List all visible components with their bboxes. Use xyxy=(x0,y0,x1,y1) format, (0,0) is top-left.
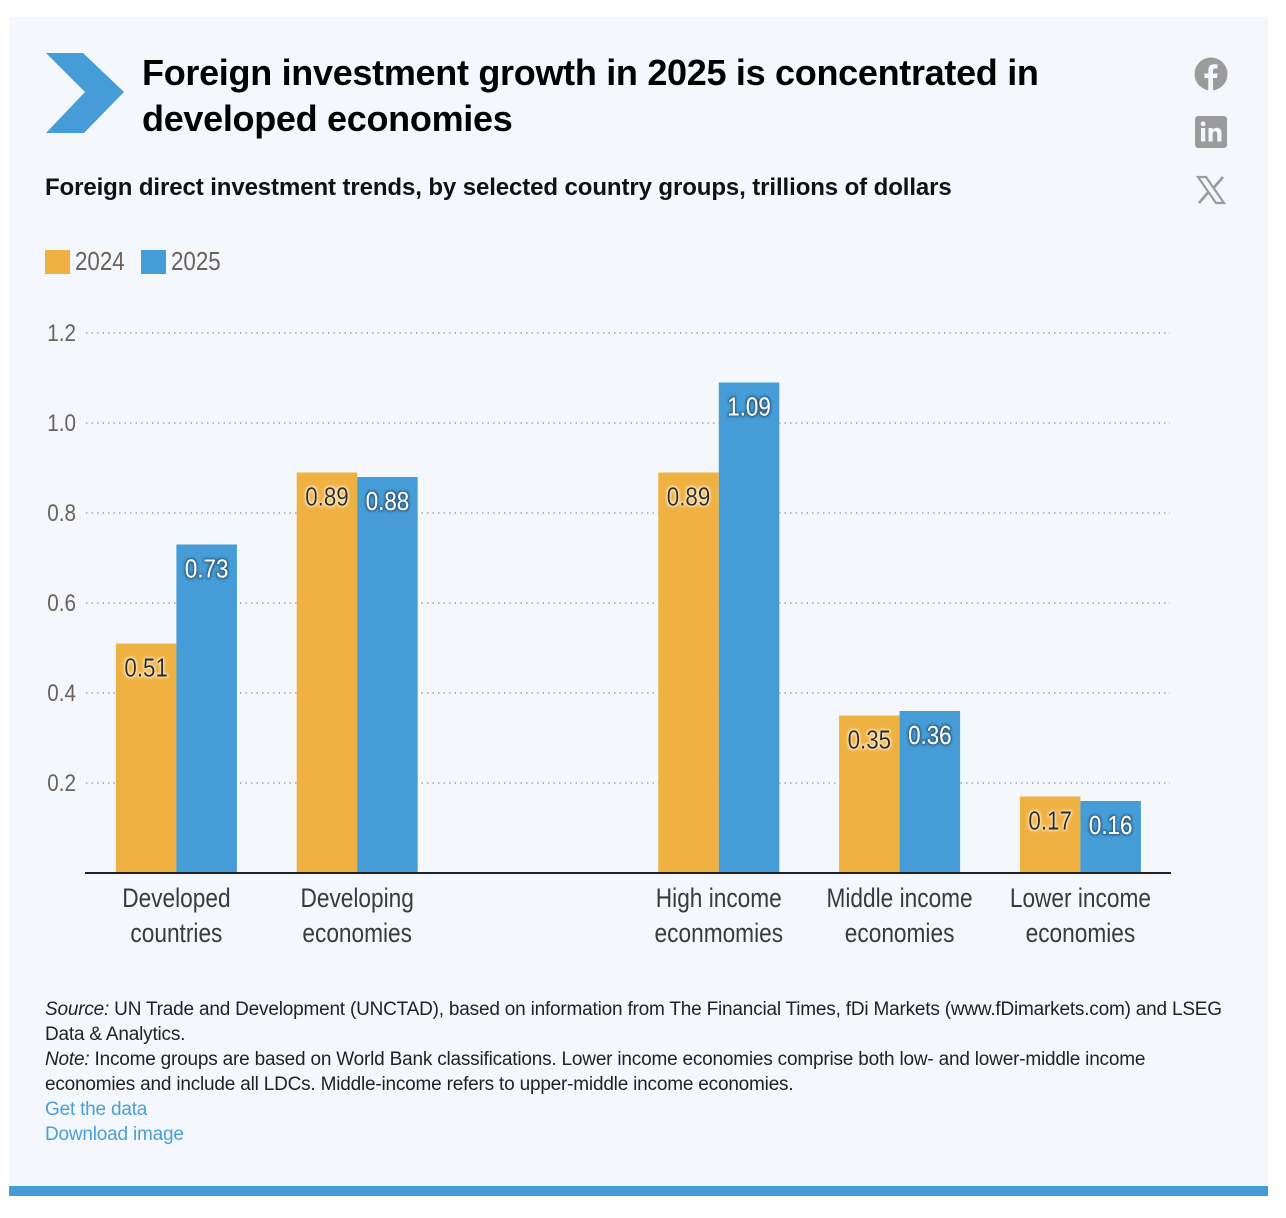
linkedin-share-button[interactable] xyxy=(1194,115,1228,149)
x-tick-label: Developed xyxy=(122,883,230,913)
bar-2025-3[interactable] xyxy=(718,382,780,874)
data-label-2024-3: 0.89 xyxy=(667,483,710,512)
bar-2024-5[interactable] xyxy=(1019,796,1081,874)
x-tick-label: economies xyxy=(302,918,412,948)
source-text: UN Trade and Development (UNCTAD), based… xyxy=(45,999,1222,1045)
bar-2024-3[interactable] xyxy=(658,472,719,874)
source-note: Source: UN Trade and Development (UNCTAD… xyxy=(45,997,1235,1047)
data-label-2025-5: 0.16 xyxy=(1089,811,1132,840)
legend-label-2024: 2024 xyxy=(75,246,125,276)
data-label-2024-4: 0.35 xyxy=(848,726,891,755)
y-tick-label: 0.8 xyxy=(47,500,76,527)
chart-legend: 2024 2025 xyxy=(45,246,237,277)
data-label-2025-3: 1.09 xyxy=(727,393,770,422)
data-label-2025-0: 0.73 xyxy=(185,555,228,584)
data-label-2024-0: 0.51 xyxy=(124,654,167,683)
gridlines xyxy=(86,332,1170,784)
chevron-logo-icon xyxy=(46,53,124,133)
note-label: Note: xyxy=(45,1049,90,1070)
note-text: Income groups are based on World Bank cl… xyxy=(45,1049,1146,1095)
facebook-share-button[interactable] xyxy=(1194,57,1228,91)
x-tick-label: economies xyxy=(845,918,955,948)
x-tick-label: Developing xyxy=(300,883,413,913)
source-label: Source: xyxy=(45,999,110,1020)
y-tick-label: 0.6 xyxy=(47,590,76,617)
data-label-2025-1: 0.88 xyxy=(366,487,409,516)
chart-footer: Source: UN Trade and Development (UNCTAD… xyxy=(45,997,1235,1147)
data-label-2024-5: 0.17 xyxy=(1028,807,1071,836)
bar-2025-4[interactable] xyxy=(899,711,961,873)
x-icon xyxy=(1196,175,1226,205)
bar-2024-1[interactable] xyxy=(296,472,358,874)
y-axis-ticks: 0.2 0.4 0.6 0.8 1.0 1.2 xyxy=(47,320,76,797)
get-the-data-link[interactable]: Get the data xyxy=(45,1099,148,1120)
legend-swatch-2024 xyxy=(45,249,70,274)
bar-2024-0[interactable] xyxy=(115,643,177,874)
bars xyxy=(115,382,1141,874)
y-tick-label: 0.4 xyxy=(47,680,76,707)
x-axis-labels: Developed countries Developing economies Hig… xyxy=(122,883,1151,948)
bar-2025-5[interactable] xyxy=(1080,801,1141,873)
x-tick-label: countries xyxy=(130,918,222,948)
bar-2025-0[interactable] xyxy=(176,544,237,874)
legend-label-2025: 2025 xyxy=(170,246,221,276)
y-tick-label: 0.2 xyxy=(47,770,76,797)
y-tick-label: 1.2 xyxy=(47,320,76,347)
data-label-2025-4: 0.36 xyxy=(908,721,951,750)
data-labels: 0.51 0.73 0.89 0.88 0.89 1.09 0.35 0.36 0.17 0.16 xyxy=(124,393,1132,840)
bar-2024-4[interactable] xyxy=(839,715,900,874)
chart-title: Foreign investment growth in 2025 is con… xyxy=(142,52,1039,139)
x-tick-label: High income xyxy=(656,883,782,913)
bar-chart: 0.20.40.60.81.01.2 DevelopedcountriesDev… xyxy=(47,320,1171,948)
x-tick-label: Middle income xyxy=(827,883,973,913)
legend-swatch-2025 xyxy=(140,249,166,274)
x-tick-label: economies xyxy=(1026,918,1136,948)
facebook-icon xyxy=(1194,57,1228,91)
x-tick-label: econmomies xyxy=(655,918,784,948)
legend-item-2024[interactable]: 2024 xyxy=(45,246,125,277)
bottom-accent-bar xyxy=(9,1186,1268,1196)
x-tick-label: Lower income xyxy=(1010,883,1151,913)
x-share-button[interactable] xyxy=(1194,173,1228,207)
note: Note: Income groups are based on World B… xyxy=(45,1047,1235,1097)
bar-2025-1[interactable] xyxy=(357,477,418,873)
chart-subtitle: Foreign direct investment trends, by sel… xyxy=(45,174,952,201)
legend-item-2025[interactable]: 2025 xyxy=(140,246,221,277)
download-image-link[interactable]: Download image xyxy=(45,1124,184,1145)
data-label-2024-1: 0.89 xyxy=(305,483,348,512)
y-tick-label: 1.0 xyxy=(47,410,76,437)
linkedin-icon xyxy=(1195,116,1227,148)
